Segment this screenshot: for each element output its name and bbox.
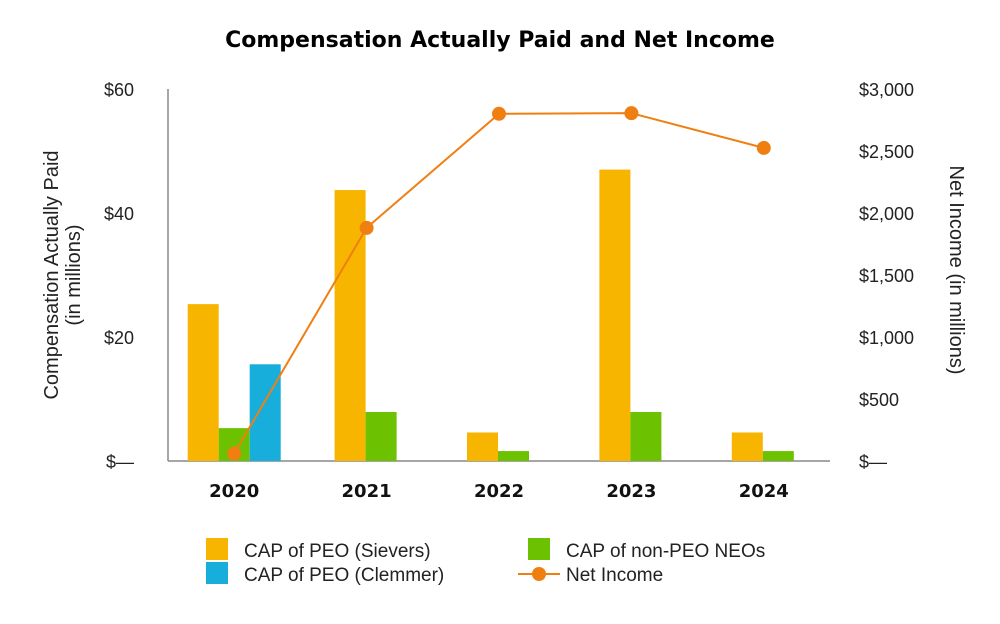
y-left-axis-subtitle: (in millions) — [63, 224, 85, 325]
y-right-tick-label: $2,000 — [859, 204, 914, 224]
bar-cap-of-peo-sievers-2022 — [467, 432, 498, 461]
y-left-tick-label: $20 — [104, 328, 134, 348]
bar-cap-of-non-peo-neos-2022 — [498, 451, 529, 461]
y-left-tick-label: $60 — [104, 80, 134, 100]
legend-label: CAP of PEO (Clemmer) — [244, 565, 444, 586]
bar-cap-of-peo-sievers-2024 — [731, 432, 763, 461]
net-income-point-2024 — [756, 140, 771, 155]
bar-cap-of-non-peo-neos-2021 — [365, 412, 397, 461]
legend-label: Net Income — [566, 565, 663, 586]
legend-label: CAP of PEO (Sievers) — [244, 541, 431, 562]
x-tick-label: 2021 — [342, 481, 392, 502]
legend-swatch — [528, 538, 550, 560]
net-income-point-2020 — [227, 446, 242, 461]
y-right-tick-label: $— — [859, 452, 887, 472]
net-income-point-2022 — [492, 106, 506, 121]
y-left-axis-title: Compensation Actually Paid — [41, 150, 63, 399]
chart-title: Compensation Actually Paid and Net Incom… — [225, 28, 775, 53]
bar-cap-of-peo-sievers-2023 — [599, 169, 631, 461]
y-right-tick-label: $500 — [859, 390, 899, 410]
legend-marker — [532, 567, 546, 581]
bar-cap-of-non-peo-neos-2024 — [762, 451, 794, 461]
x-tick-label: 2024 — [739, 481, 789, 502]
bar-cap-of-non-peo-neos-2023 — [630, 412, 662, 461]
y-right-tick-label: $2,500 — [859, 142, 914, 162]
bar-cap-of-peo-clemmer-2020 — [249, 364, 281, 461]
bar-cap-of-peo-sievers-2020 — [187, 304, 219, 461]
y-right-tick-label: $1,000 — [859, 328, 914, 348]
y-right-tick-label: $1,500 — [859, 266, 914, 286]
net-income-line — [233, 112, 765, 455]
net-income-point-2021 — [359, 220, 374, 235]
y-right-axis-title: Net Income (in millions) — [945, 166, 967, 375]
x-tick-label: 2022 — [474, 481, 524, 502]
net-income-point-2023 — [624, 106, 639, 121]
bar-cap-of-peo-sievers-2021 — [334, 190, 366, 461]
y-right-tick-label: $3,000 — [859, 80, 914, 100]
x-tick-label: 2020 — [209, 481, 259, 502]
y-left-tick-label: $40 — [104, 204, 134, 224]
y-left-tick-label: $— — [106, 452, 134, 472]
x-tick-label: 2023 — [606, 481, 656, 502]
legend-swatch — [206, 562, 228, 584]
legend-swatch — [206, 538, 228, 560]
legend-label: CAP of non-PEO NEOs — [566, 541, 765, 562]
